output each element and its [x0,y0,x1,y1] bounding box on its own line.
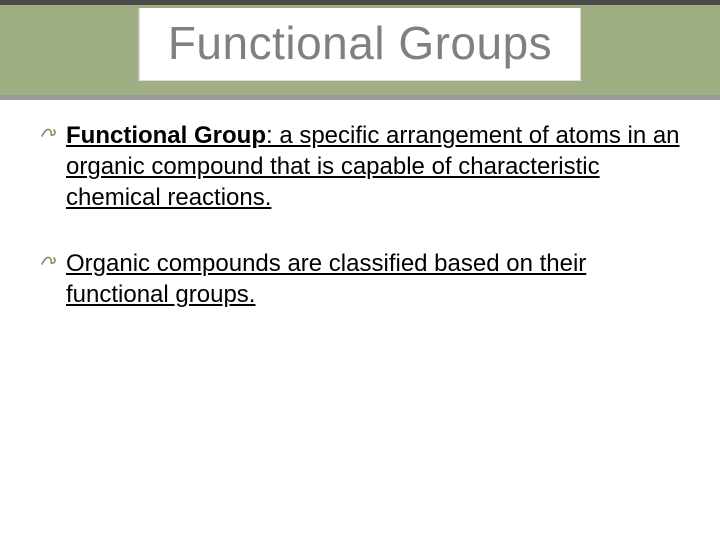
bullet-text: Functional Group: a specific arrangement… [66,120,680,214]
bullet-text: Organic compounds are classified based o… [66,248,680,310]
bullet-item: Functional Group: a specific arrangement… [40,120,680,214]
bullet-bold-term: Functional Group [66,122,266,149]
slide-title: Functional Groups [168,16,552,70]
slide: Functional Groups Functional Group: a sp… [0,0,720,540]
bullet-icon [40,120,58,150]
header-top-bar [0,0,720,5]
header-bottom-bar [0,95,720,100]
content-area: Functional Group: a specific arrangement… [40,120,680,344]
title-box: Functional Groups [139,8,581,81]
bullet-icon [40,248,58,278]
bullet-item: Organic compounds are classified based o… [40,248,680,310]
bullet-body-text: Organic compounds are classified based o… [66,250,586,308]
